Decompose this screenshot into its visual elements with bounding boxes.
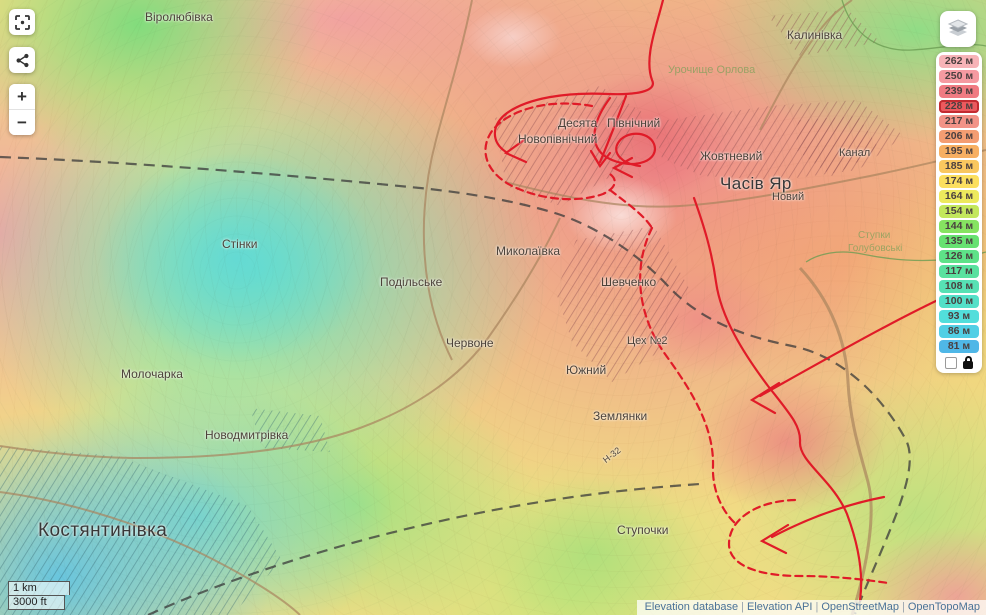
attribution-link[interactable]: Elevation API bbox=[747, 601, 813, 613]
legend-item[interactable]: 93 м bbox=[939, 310, 979, 323]
legend-item[interactable]: 174 м bbox=[939, 175, 979, 188]
legend-item[interactable]: 100 м bbox=[939, 295, 979, 308]
legend-item[interactable]: 217 м bbox=[939, 115, 979, 128]
legend-item[interactable]: 250 м bbox=[939, 70, 979, 83]
stacked-layers-icon bbox=[947, 19, 969, 36]
legend-item[interactable]: 185 м bbox=[939, 160, 979, 173]
attribution-separator: | bbox=[741, 601, 745, 613]
attribution-link[interactable]: OpenStreetMap bbox=[821, 601, 899, 613]
lock-icon[interactable] bbox=[963, 356, 973, 369]
legend-item[interactable]: 228 м bbox=[939, 100, 979, 113]
arrowhead bbox=[759, 523, 790, 555]
legend-item[interactable]: 81 м bbox=[939, 340, 979, 353]
share-button[interactable] bbox=[9, 47, 35, 73]
legend-item[interactable]: 126 м bbox=[939, 250, 979, 263]
scale-control: 1 km 3000 ft bbox=[8, 581, 70, 610]
arrowhead bbox=[589, 149, 612, 168]
front-dashed-encirclement bbox=[484, 102, 616, 201]
share-nodes-icon bbox=[16, 53, 28, 67]
arrowhead bbox=[749, 381, 781, 415]
front-stem bbox=[598, 94, 628, 164]
front-arrow-sweep bbox=[493, 0, 665, 154]
railways bbox=[0, 155, 911, 615]
focus-corners-icon bbox=[14, 14, 30, 30]
attribution-separator: | bbox=[901, 601, 905, 613]
front-arrow-bottom bbox=[770, 495, 886, 539]
front-line-overlay bbox=[484, 0, 970, 602]
front-dashed-loop bbox=[727, 498, 890, 585]
arrowhead bbox=[611, 156, 634, 179]
legend-item[interactable]: 117 м bbox=[939, 265, 979, 278]
attribution-bar: Elevation database | Elevation API | OpenStr… bbox=[636, 600, 986, 615]
fullscreen-button[interactable] bbox=[9, 9, 35, 35]
divider bbox=[9, 109, 35, 110]
attribution-link[interactable]: Elevation database bbox=[644, 601, 739, 613]
legend-item[interactable]: 164 м bbox=[939, 190, 979, 203]
legend-item[interactable]: 135 м bbox=[939, 235, 979, 248]
scale-ft: 3000 ft bbox=[8, 595, 65, 610]
zoom-out-button[interactable]: − bbox=[9, 110, 35, 135]
scale-km: 1 km bbox=[8, 581, 70, 595]
legend-item[interactable]: 144 м bbox=[939, 220, 979, 233]
legend-footer bbox=[939, 355, 979, 370]
legend-item[interactable]: 154 м bbox=[939, 205, 979, 218]
front-curl bbox=[593, 96, 657, 168]
legend-item[interactable]: 86 м bbox=[939, 325, 979, 338]
legend-chip-list: 262 м 250 м 239 м 228 м 217 м 206 м 195 м 185 м… bbox=[939, 55, 979, 353]
arrowhead bbox=[503, 138, 528, 164]
attribution-link[interactable]: OpenTopoMap bbox=[907, 601, 980, 613]
layers-button[interactable] bbox=[940, 11, 976, 47]
attribution-separator: | bbox=[815, 601, 819, 613]
zoom-control: + − bbox=[9, 84, 35, 135]
legend-item[interactable]: 262 м bbox=[939, 55, 979, 68]
legend-item[interactable]: 108 м bbox=[939, 280, 979, 293]
front-line-east bbox=[692, 196, 863, 602]
legend-item[interactable]: 206 м bbox=[939, 130, 979, 143]
front-dashed-south bbox=[639, 226, 739, 527]
front-dashed-link bbox=[608, 188, 654, 230]
zoom-in-button[interactable]: + bbox=[9, 84, 35, 109]
legend-opacity-checkbox[interactable] bbox=[945, 356, 957, 369]
legend-item[interactable]: 195 м bbox=[939, 145, 979, 158]
elevation-legend: 262 м 250 м 239 м 228 м 217 м 206 м 195 м 185 м… bbox=[936, 52, 982, 373]
urban-areas bbox=[0, 10, 904, 615]
legend-item[interactable]: 239 м bbox=[939, 85, 979, 98]
